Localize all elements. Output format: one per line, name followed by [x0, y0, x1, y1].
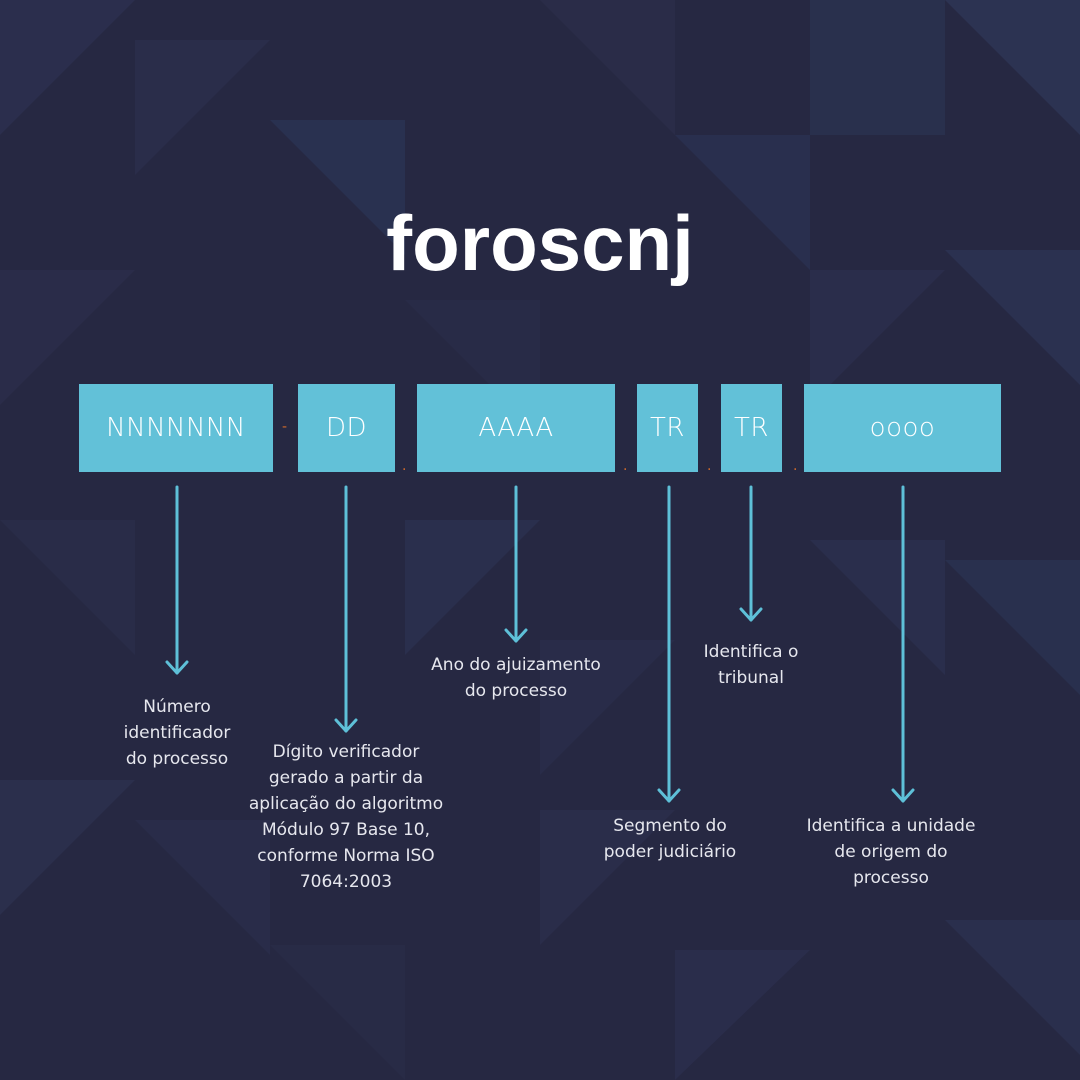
segment-judiciary: TR: [637, 384, 698, 472]
arrow-judiciary: [657, 485, 681, 803]
separator-dot-2: .: [623, 458, 628, 474]
separator-dot-1: .: [402, 458, 407, 474]
separator-dash: -: [282, 419, 288, 435]
arrow-number: [165, 485, 189, 675]
label-number: Número identificador do processo: [123, 697, 231, 769]
label-court: Identifica o tribunal: [703, 642, 799, 688]
label-judiciary: Segmento do poder judiciário: [603, 816, 737, 862]
arrow-court: [739, 485, 763, 622]
arrow-origin: [891, 485, 915, 803]
segment-year: AAAA: [417, 384, 615, 472]
segment-court: TR: [721, 384, 782, 472]
segment-number: NNNNNNN: [79, 384, 273, 472]
separator-dot-3: .: [707, 458, 712, 474]
label-check-digit: Dígito verificador gerado a partir da ap…: [248, 742, 444, 892]
arrow-year: [504, 485, 528, 643]
diagram-title: foroscnj: [386, 199, 694, 287]
label-origin: Identifica a unidade de origem do proces…: [806, 816, 976, 888]
arrow-check-digit: [334, 485, 358, 733]
segment-origin: oooo: [804, 384, 1001, 472]
separator-dot-4: .: [793, 458, 798, 474]
segment-check-digit: DD: [298, 384, 395, 472]
label-year: Ano do ajuizamento do processo: [431, 655, 601, 701]
